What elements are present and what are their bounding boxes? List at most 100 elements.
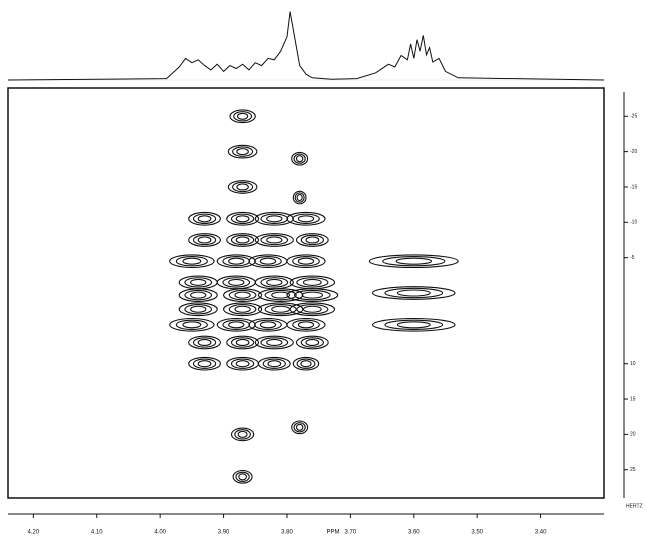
contour-peak [257,302,304,317]
contour-line [234,305,251,313]
contour-line [230,234,255,246]
contour-line [293,153,306,164]
contour-line [286,254,326,269]
contour-peak [216,275,256,290]
contour-peak [286,254,326,269]
contour-line [382,255,446,267]
x-tick-label: 4.20 [28,530,40,536]
contour-line [257,288,304,302]
contour-line [300,234,324,246]
contour-line [228,289,257,301]
contour-line [190,291,207,299]
contour-line [197,215,212,223]
contour-line [292,190,307,205]
contour-line [259,321,277,329]
contour-line [254,319,282,331]
contour-line [396,289,431,297]
contour-peak [178,275,218,290]
contour-line [300,360,312,368]
contour-line [266,338,283,347]
contour-line [297,257,315,265]
x-tick-label: 3.70 [345,530,357,536]
contour-line [232,146,254,157]
contour-line [260,213,289,224]
contour-line [292,213,320,224]
contour-line [235,215,250,223]
x-tick-label: 3.60 [408,530,420,536]
contour-line [266,236,283,244]
contour-line [188,233,221,247]
contour-line [169,317,215,332]
contour-peak [178,302,218,317]
contour-line [254,233,294,247]
contour-line [266,215,283,223]
y2-tick-label: -5 [630,255,635,261]
contour-line [257,356,291,371]
contour-line [238,473,247,481]
contour-peak [292,356,320,371]
contour-line [286,211,326,226]
x-tick-label: 4.10 [91,530,103,536]
contour-line [235,236,250,244]
contour-line [236,183,249,191]
contour-peak [169,317,215,332]
contour-line [296,358,316,369]
contour-peak [254,335,294,350]
contour-peak [226,233,259,247]
contour-line [271,305,291,313]
contour-line [292,319,320,331]
contour-line [226,211,259,226]
contour-peak [229,109,256,124]
contour-line [190,305,207,313]
y2-tick-label: 10 [630,361,636,367]
contour-peak [188,356,221,371]
contour-line [396,321,431,329]
contour-line [294,289,331,301]
y2-axis-label: HERTZ [626,503,643,509]
contour-line [184,277,213,288]
contour-line [178,302,218,317]
y2-tick-label: -20 [630,149,637,155]
contour-peak [295,335,329,350]
contour-peak [232,469,253,484]
contour-line [297,321,315,329]
x-tick-label: 3.80 [281,530,293,536]
contour-line [235,471,250,482]
contour-line [368,254,459,269]
contour-line [216,254,256,269]
contour-line [234,429,251,440]
contour-peak [257,356,291,371]
contour-line [372,317,456,332]
contour-line [291,420,309,435]
y2-tick-label: 25 [630,467,636,473]
contour-line [230,427,255,442]
contour-line [235,338,250,347]
contour-peak [368,254,459,269]
contour-line [182,257,202,265]
contour-line [233,111,253,122]
contour-line [216,317,256,332]
contour-line [254,211,294,226]
x-tick-label: 3.90 [218,530,230,536]
contour-line [223,288,263,302]
contour-line [169,254,215,269]
contour-line [297,215,315,223]
contour-peak [291,151,309,166]
contour-line [178,288,218,302]
contour-line [305,338,320,347]
contour-peak [286,288,339,302]
contour-line [271,291,291,299]
contour-line [175,255,208,267]
contour-peak [248,254,288,269]
contour-line [197,360,212,368]
contour-line [301,291,324,299]
contour-line [182,321,202,329]
contour-peak [254,275,294,290]
contour-line [294,192,305,203]
contour-peak [226,335,259,350]
contour-peak [295,233,329,247]
contour-line [226,335,259,350]
contour-line [188,211,221,226]
contour-line [232,469,253,484]
